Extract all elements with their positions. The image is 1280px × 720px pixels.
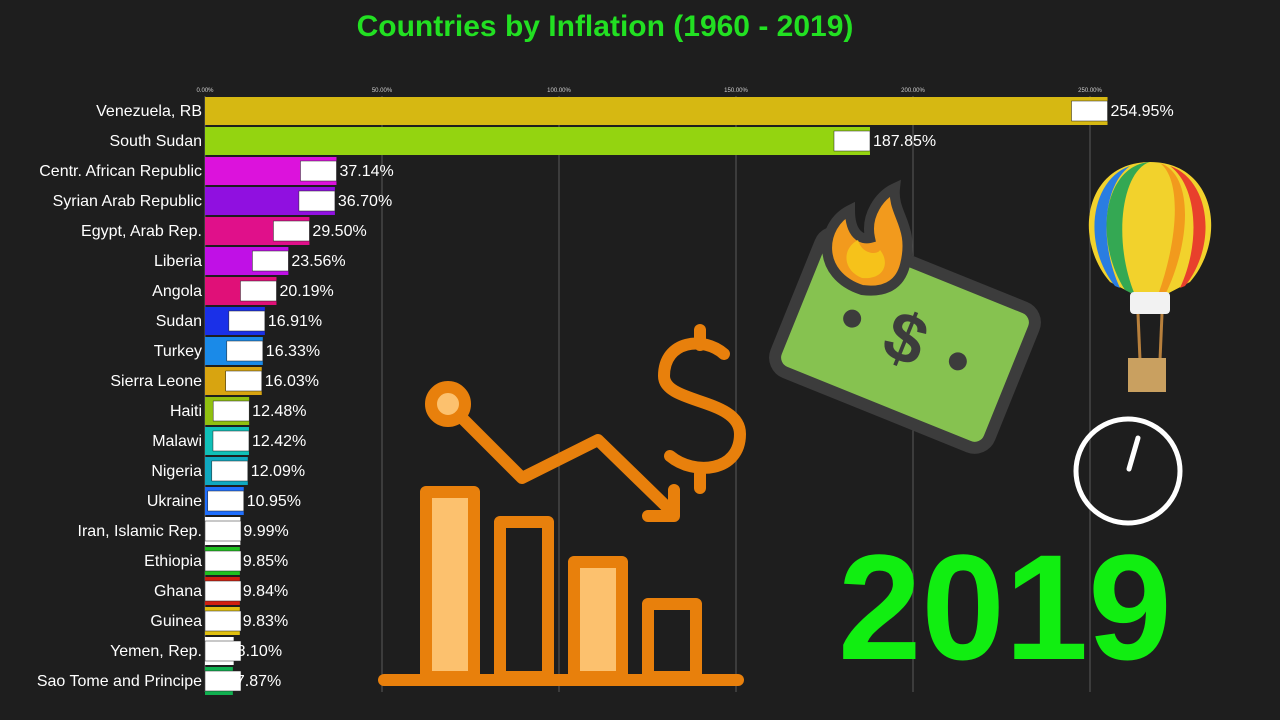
flag-icon <box>298 190 336 212</box>
category-label: Egypt, Arab Rep. <box>81 223 202 240</box>
category-label: Sudan <box>156 313 202 330</box>
flag-icon <box>211 460 249 482</box>
value-label: 187.85% <box>873 133 936 150</box>
value-label: 254.95% <box>1111 103 1174 120</box>
x-tick-label: 150.00% <box>724 88 748 94</box>
value-label: 9.83% <box>243 613 288 630</box>
flag-icon <box>212 400 250 422</box>
flag-icon <box>228 310 266 332</box>
value-label: 9.85% <box>243 553 288 570</box>
value-label: 10.95% <box>247 493 301 510</box>
flag-icon <box>204 670 242 692</box>
flag-icon <box>204 580 242 602</box>
flag-icon <box>226 340 264 362</box>
bar <box>205 127 870 155</box>
category-label: Sierra Leone <box>110 373 202 390</box>
value-label: 23.56% <box>291 253 345 270</box>
year-label: 2019 <box>838 523 1172 691</box>
flag-icon <box>204 610 242 632</box>
category-label: Centr. African Republic <box>39 163 202 180</box>
category-label: South Sudan <box>109 133 202 150</box>
flag-icon <box>240 280 277 302</box>
flag-icon <box>204 550 242 572</box>
category-label: Venezuela, RB <box>96 103 202 120</box>
category-label: Yemen, Rep. <box>110 643 202 660</box>
category-label: Syrian Arab Republic <box>53 193 202 210</box>
flag-icon <box>207 490 245 512</box>
flag-icon <box>252 250 289 272</box>
value-label: 36.70% <box>338 193 392 210</box>
category-label: Haiti <box>170 403 202 420</box>
value-label: 16.33% <box>266 343 320 360</box>
value-label: 9.84% <box>243 583 288 600</box>
category-label: Guinea <box>150 613 202 630</box>
value-label: 9.99% <box>243 523 288 540</box>
bar <box>205 97 1108 125</box>
flag-icon <box>212 430 250 452</box>
category-label: Malawi <box>152 433 202 450</box>
x-tick-label: 250.00% <box>1078 88 1102 94</box>
category-label: Ukraine <box>147 493 202 510</box>
category-label: Ethiopia <box>144 553 202 570</box>
flag-icon <box>300 160 337 182</box>
flag-icon <box>204 640 242 662</box>
x-tick-label: 200.00% <box>901 88 925 94</box>
flag-icon <box>225 370 262 392</box>
value-label: 12.48% <box>252 403 306 420</box>
value-label: 8.10% <box>237 643 282 660</box>
category-label: Iran, Islamic Rep. <box>78 523 202 540</box>
flag-icon <box>204 520 242 542</box>
flag-icon <box>273 220 310 242</box>
value-label: 16.91% <box>268 313 322 330</box>
flag-icon <box>1071 100 1108 122</box>
category-label: Turkey <box>154 343 202 360</box>
value-label: 20.19% <box>279 283 333 300</box>
value-label: 7.87% <box>236 673 281 690</box>
category-label: Angola <box>152 283 202 300</box>
value-label: 29.50% <box>312 223 366 240</box>
category-label: Liberia <box>154 253 202 270</box>
category-label: Nigeria <box>151 463 202 480</box>
x-tick-label: 50.00% <box>372 88 393 94</box>
value-label: 12.42% <box>252 433 306 450</box>
category-label: Sao Tome and Principe <box>37 673 202 690</box>
value-label: 37.14% <box>339 163 393 180</box>
value-label: 12.09% <box>251 463 305 480</box>
x-tick-label: 100.00% <box>547 88 571 94</box>
flag-icon <box>833 130 871 152</box>
category-label: Ghana <box>154 583 202 600</box>
value-label: 16.03% <box>265 373 319 390</box>
x-tick-label: 0.00% <box>196 88 214 94</box>
chart-title: Countries by Inflation (1960 - 2019) <box>356 10 854 43</box>
